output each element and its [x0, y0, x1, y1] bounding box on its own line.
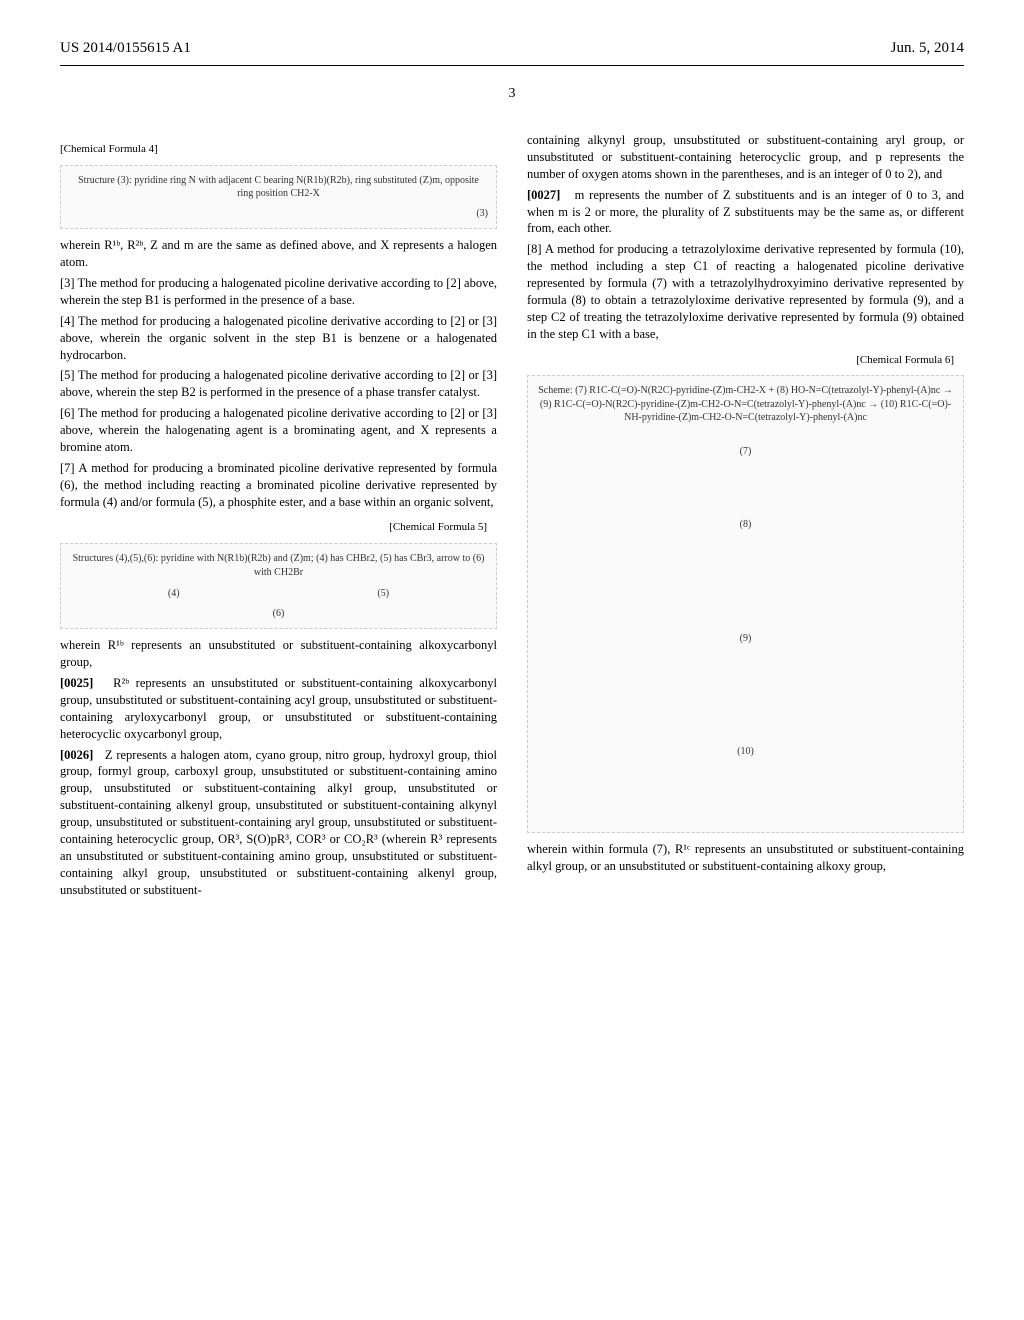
- continuation-text: containing alkynyl group, unsubstituted …: [527, 132, 964, 183]
- patent-page: US 2014/0155615 A1 Jun. 5, 2014 3 [Chemi…: [0, 0, 1024, 942]
- chemical-structure-3: Structure (3): pyridine ring N with adja…: [60, 165, 497, 230]
- formula-number-7: (7): [536, 445, 955, 459]
- header-divider: [60, 65, 964, 66]
- item-3: [3] The method for producing a halogenat…: [60, 275, 497, 309]
- publication-number: US 2014/0155615 A1: [60, 40, 191, 57]
- formula-number-9: (9): [536, 632, 955, 646]
- formula-number-6: (6): [69, 607, 488, 621]
- formula6-definition: wherein R¹ᵇ represents an unsubstituted …: [60, 637, 497, 671]
- chem-structure-description: Structure (3): pyridine ring N with adja…: [78, 175, 479, 200]
- chem-formula-6-label: [Chemical Formula 6]: [527, 353, 954, 368]
- para-0026-text: Z represents a halogen atom, cyano group…: [60, 748, 497, 897]
- para-0025-text: R²ᵇ represents an unsubstituted or subst…: [60, 676, 497, 741]
- para-number-0025: [0025]: [60, 676, 93, 690]
- formula3-definition: wherein R¹ᵇ, R²ᵇ, Z and m are the same a…: [60, 237, 497, 271]
- chem-formula-4-label: [Chemical Formula 4]: [60, 142, 497, 157]
- item-4: [4] The method for producing a halogenat…: [60, 313, 497, 364]
- para-0025: [0025] R²ᵇ represents an unsubstituted o…: [60, 675, 497, 743]
- page-header: US 2014/0155615 A1 Jun. 5, 2014: [60, 40, 964, 57]
- para-0027: [0027] m represents the number of Z subs…: [527, 187, 964, 238]
- chem-structure-description: Structures (4),(5),(6): pyridine with N(…: [73, 553, 485, 578]
- para-number-0027: [0027]: [527, 188, 560, 202]
- chem-structure-description: Scheme: (7) R1C-C(=O)-N(R2C)-pyridine-(Z…: [538, 385, 953, 423]
- item-8: [8] A method for producing a tetrazolylo…: [527, 241, 964, 342]
- chem-formula-5-label: [Chemical Formula 5]: [60, 520, 487, 535]
- publication-date: Jun. 5, 2014: [891, 40, 964, 57]
- chemical-structure-4-5-6: Structures (4),(5),(6): pyridine with N(…: [60, 543, 497, 629]
- item-7: [7] A method for producing a brominated …: [60, 460, 497, 511]
- right-column: containing alkynyl group, unsubstituted …: [527, 132, 964, 902]
- left-column: [Chemical Formula 4] Structure (3): pyri…: [60, 132, 497, 902]
- formula-number-8: (8): [536, 518, 955, 532]
- item-5: [5] The method for producing a halogenat…: [60, 367, 497, 401]
- para-0027-text: m represents the number of Z substituent…: [527, 188, 964, 236]
- two-column-layout: [Chemical Formula 4] Structure (3): pyri…: [60, 132, 964, 902]
- page-number: 3: [60, 86, 964, 102]
- formula-number-10: (10): [536, 745, 955, 759]
- formula10-definition: wherein within formula (7), R¹ᶜ represen…: [527, 841, 964, 875]
- formula-number-4: (4): [168, 587, 180, 601]
- chemical-structure-7-8-9-10: Scheme: (7) R1C-C(=O)-N(R2C)-pyridine-(Z…: [527, 375, 964, 833]
- formula-number-3: (3): [69, 207, 488, 221]
- item-6: [6] The method for producing a halogenat…: [60, 405, 497, 456]
- para-0026: [0026] Z represents a halogen atom, cyan…: [60, 747, 497, 899]
- para-number-0026: [0026]: [60, 748, 93, 762]
- formula-number-5: (5): [377, 587, 389, 601]
